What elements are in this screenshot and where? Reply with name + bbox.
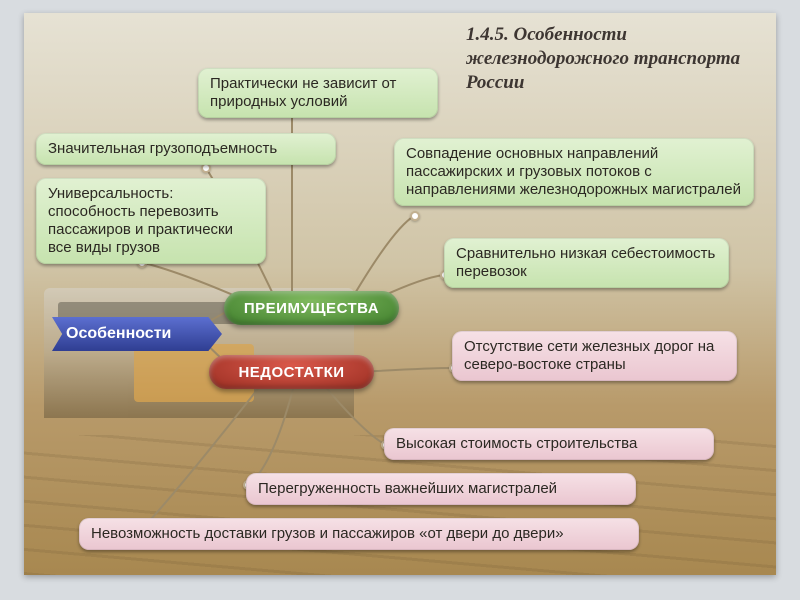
disadvantage-node: Высокая стоимость строительства xyxy=(384,428,714,460)
section-title: 1.4.5. Особенности железнодорожного тран… xyxy=(466,23,756,94)
advantage-node: Сравнительно низкая себестоимость перево… xyxy=(444,238,729,288)
features-banner: Особенности xyxy=(52,317,222,351)
disadvantages-hub: НЕДОСТАТКИ xyxy=(209,355,374,389)
advantages-hub: ПРЕИМУЩЕСТВА xyxy=(224,291,399,325)
disadvantage-node: Перегруженность важнейших магистралей xyxy=(246,473,636,505)
disadvantage-node: Отсутствие сети железных дорог на северо… xyxy=(452,331,737,381)
disadvantage-node: Невозможность доставки грузов и пассажир… xyxy=(79,518,639,550)
connector-dot xyxy=(410,211,420,221)
advantage-node: Совпадение основных направлений пассажир… xyxy=(394,138,754,206)
advantage-node: Универсальность: способность перевозить … xyxy=(36,178,266,264)
infographic-canvas: 1.4.5. Особенности железнодорожного тран… xyxy=(24,13,776,575)
advantage-node: Практически не зависит от природных усло… xyxy=(198,68,438,118)
advantage-node: Значительная грузоподъемность xyxy=(36,133,336,165)
